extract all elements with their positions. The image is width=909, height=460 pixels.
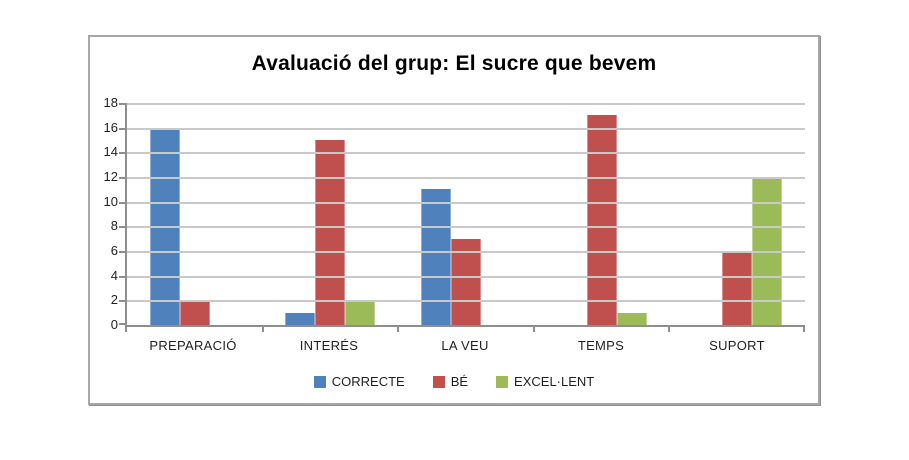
y-axis-labels: 0 2 4 6 8 10 12 14 16 18 — [92, 95, 118, 332]
bar-correcte — [285, 313, 316, 325]
y-axis-tick-mark — [119, 251, 125, 253]
bar-groups — [127, 103, 805, 325]
x-axis-labels: PREPARACIÓ INTERÉS LA VEU TEMPS SUPORT — [125, 338, 805, 353]
x-axis-tick-mark — [125, 327, 127, 332]
x-axis-tick-mark — [533, 327, 535, 332]
chart-title: Avaluació del grup: El sucre que bevem — [251, 52, 657, 75]
y-axis-tick-label: 14 — [103, 144, 118, 160]
y-axis-tick-label: 10 — [103, 193, 118, 209]
x-axis-tick-mark — [262, 327, 264, 332]
y-axis-tick-label: 0 — [110, 317, 118, 332]
bar-group — [669, 103, 805, 325]
bar-group — [534, 103, 670, 325]
bar-bé — [179, 300, 210, 325]
y-axis-tick-mark — [119, 226, 125, 229]
gridline — [127, 103, 805, 105]
y-axis-tick-mark — [119, 201, 125, 204]
y-axis-tick-mark — [119, 177, 125, 179]
bar-group — [398, 103, 534, 325]
gridline — [127, 152, 805, 155]
x-axis-category-label: INTERÉS — [299, 338, 359, 353]
y-axis-tick-mark — [119, 300, 125, 303]
legend-item: BÉ — [432, 374, 469, 389]
legend: CORRECTE BÉ EXCEL·LENT — [90, 374, 818, 389]
bar-excel·lent — [345, 300, 376, 325]
bar-bé — [315, 140, 346, 325]
legend-label: BÉ — [450, 374, 469, 389]
y-axis-tick-mark — [119, 152, 125, 155]
y-axis-tick-label: 18 — [103, 95, 118, 110]
legend-swatch-correcte — [313, 375, 326, 388]
y-axis-tick-label: 4 — [110, 267, 118, 283]
y-axis-tick-label: 2 — [110, 292, 118, 308]
x-axis-category-label: LA VEU — [441, 338, 489, 353]
y-axis-tick-mark — [119, 323, 125, 325]
x-axis-tick-mark — [803, 327, 805, 332]
legend-label: CORRECTE — [331, 374, 405, 389]
bar-bé — [722, 251, 753, 325]
legend-swatch-bé — [432, 375, 445, 388]
y-axis-tick-mark — [119, 103, 125, 105]
gridline — [127, 275, 805, 278]
gridline — [127, 177, 805, 179]
legend-item: EXCEL·LENT — [496, 374, 594, 389]
bar-correcte — [420, 189, 451, 325]
legend-item: CORRECTE — [313, 374, 405, 389]
y-axis-tick-mark — [119, 127, 125, 130]
bar-bé — [586, 115, 617, 325]
y-axis-tick-label: 12 — [103, 169, 118, 184]
y-axis-tick-label: 8 — [110, 218, 118, 234]
x-axis-category-label: PREPARACIÓ — [149, 338, 237, 353]
x-axis-tick-mark — [668, 327, 670, 332]
legend-swatch-excel·lent — [496, 375, 509, 388]
bar-excel·lent — [616, 313, 647, 325]
bar-bé — [450, 239, 481, 325]
x-axis-category-label: SUPORT — [709, 338, 765, 353]
gridline — [127, 127, 805, 130]
chart-frame[interactable]: Avaluació del grup: El sucre que bevem 0… — [88, 35, 820, 405]
y-axis-tick-mark — [119, 275, 125, 278]
bar-group — [127, 103, 263, 325]
x-axis-tick-mark — [397, 327, 399, 332]
gridline — [127, 201, 805, 204]
gridline — [127, 251, 805, 253]
legend-label: EXCEL·LENT — [514, 374, 595, 389]
gridline — [127, 300, 805, 303]
bar-group — [263, 103, 399, 325]
plot-area — [119, 103, 805, 332]
y-axis-tick-label: 6 — [110, 243, 118, 258]
y-axis-tick-label: 16 — [103, 119, 118, 135]
gridline — [127, 226, 805, 229]
x-axis-category-label: TEMPS — [577, 338, 625, 353]
